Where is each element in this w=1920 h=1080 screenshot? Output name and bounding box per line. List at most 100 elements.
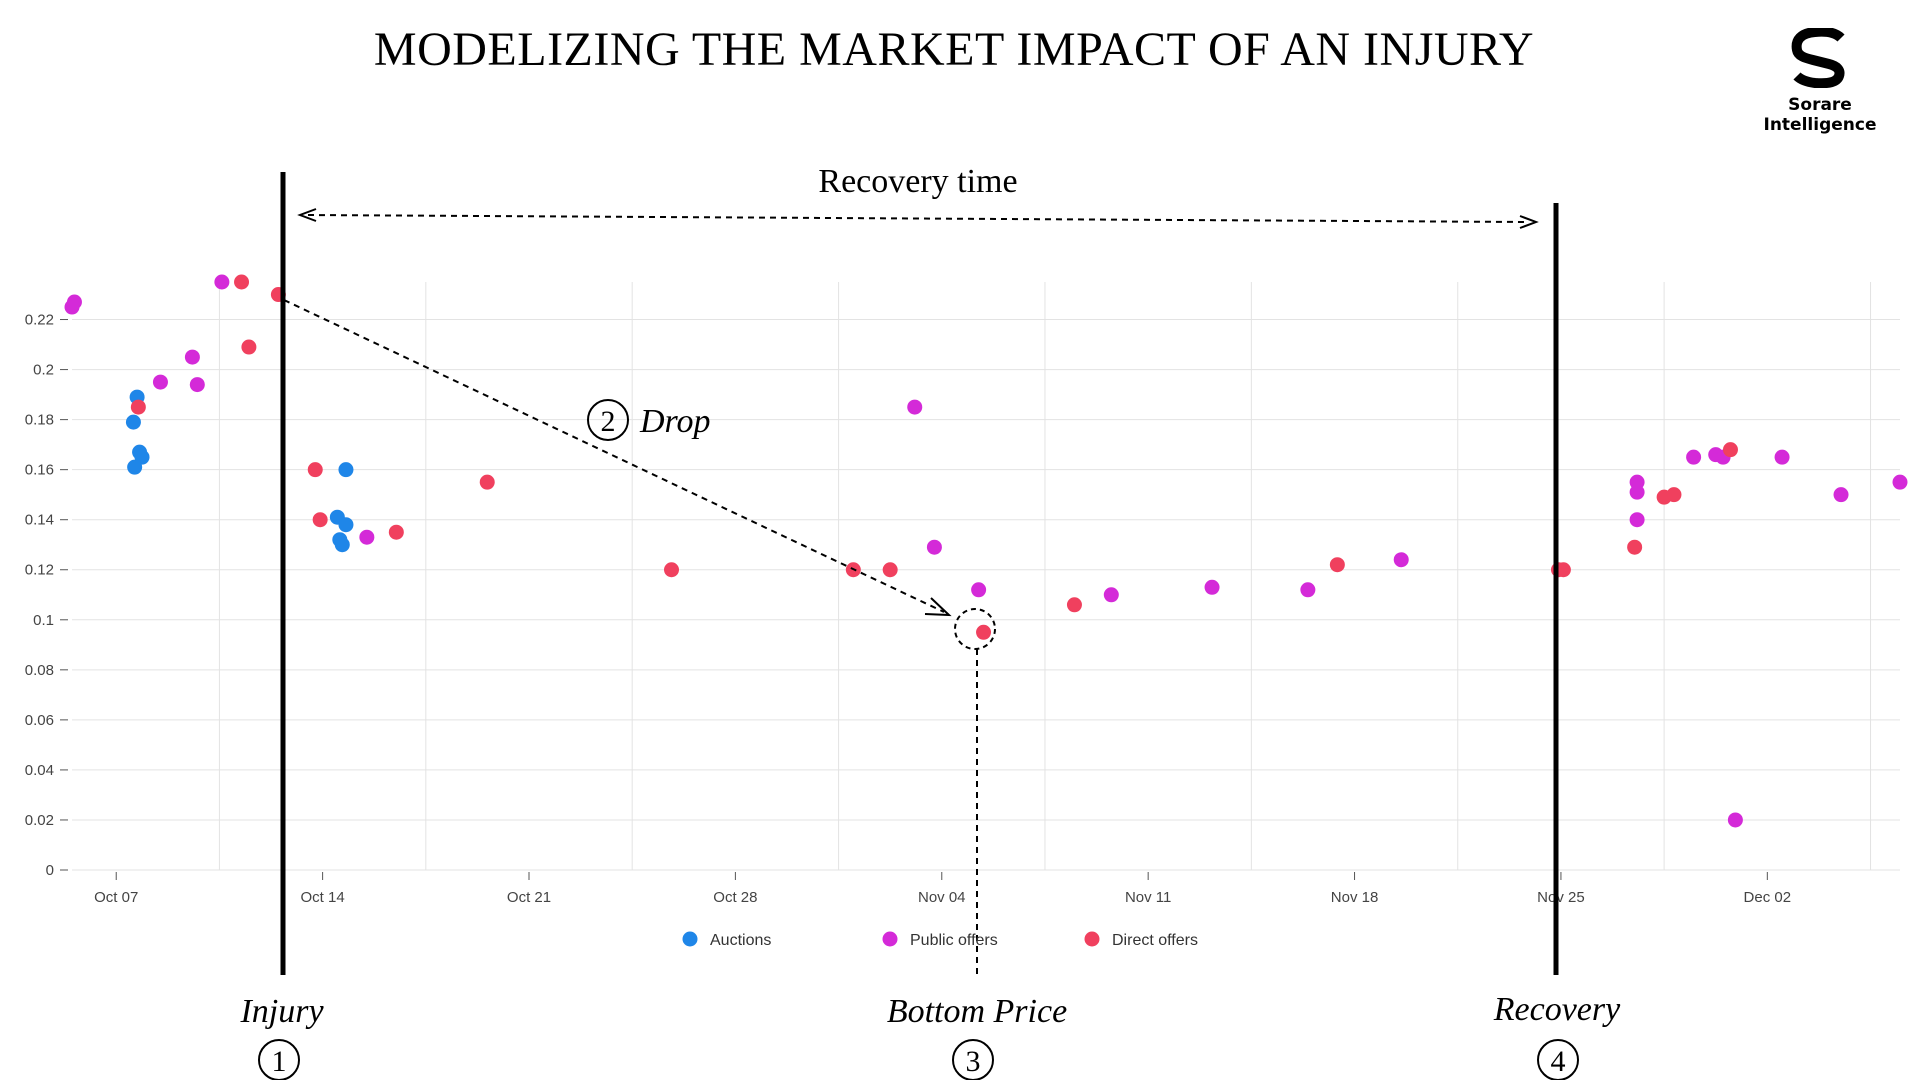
drop-arrow [283, 299, 945, 613]
data-point [359, 529, 375, 545]
y-tick-label: 0 [46, 862, 54, 879]
x-tick-label: Nov 18 [1331, 889, 1379, 906]
data-point [214, 274, 230, 290]
y-tick-label: 0.22 [25, 312, 54, 329]
data-point [907, 399, 923, 415]
legend-marker [1084, 931, 1100, 947]
drop-label: Drop [639, 403, 711, 440]
y-tick-label: 0.08 [25, 662, 54, 679]
y-tick-label: 0.04 [25, 762, 54, 779]
data-point [1329, 557, 1345, 573]
data-point [1722, 442, 1738, 458]
data-point [1066, 597, 1082, 613]
data-point [1627, 539, 1643, 555]
legend-label: Public offers [910, 932, 998, 949]
axes: 0 0.02 0.04 0.06 0.08 0.1 0.12 0.14 0.16 0.18 0.2 0… [25, 312, 1791, 906]
data-point [1629, 512, 1645, 528]
legend: Auctions Public offers Direct offers [682, 931, 1198, 949]
data-point [1204, 579, 1220, 595]
data-point [1727, 812, 1743, 828]
data-point [152, 374, 168, 390]
series-public-offers [64, 274, 1908, 828]
sorare-logo-icon [1791, 26, 1845, 89]
legend-marker [882, 931, 898, 947]
scatter-points [64, 274, 1908, 828]
data-point [189, 377, 205, 393]
data-point [234, 274, 250, 290]
x-tick-label: Oct 28 [713, 889, 757, 906]
x-tick-label: Oct 07 [94, 889, 138, 906]
data-point [130, 399, 146, 415]
annotations: Recovery time 2 Drop Injury 1 Bottom Pri… [239, 163, 1621, 1080]
x-tick-label: Dec 02 [1744, 889, 1792, 906]
recovery-number-circle [1537, 1039, 1579, 1080]
legend-label: Auctions [710, 932, 771, 949]
x-tick-label: Oct 21 [507, 889, 551, 906]
x-tick-label: Oct 14 [301, 889, 345, 906]
drop-number: 2 [601, 405, 616, 438]
y-tick-label: 0.06 [25, 712, 54, 729]
data-point [388, 524, 404, 540]
y-tick-label: 0.14 [25, 512, 54, 529]
injury-number-circle [258, 1039, 300, 1080]
data-point [184, 349, 200, 365]
x-tick-label: Nov 25 [1537, 889, 1585, 906]
data-point [1833, 487, 1849, 503]
data-point [1393, 552, 1409, 568]
y-tick-label: 0.12 [25, 562, 54, 579]
data-point [1629, 484, 1645, 500]
y-tick-label: 0.16 [25, 462, 54, 479]
y-tick-label: 0.18 [25, 412, 54, 429]
data-point [1103, 587, 1119, 603]
data-point [1300, 582, 1316, 598]
data-point [664, 562, 680, 578]
injury-number: 1 [272, 1045, 287, 1078]
recovery-time-label: Recovery time [818, 163, 1017, 200]
y-tick-label: 0.1 [33, 612, 54, 629]
data-point [334, 537, 350, 553]
recovery-label: Recovery [1493, 991, 1621, 1028]
recovery-number: 4 [1551, 1045, 1566, 1078]
x-tick-label: Nov 11 [1125, 889, 1171, 906]
data-point [241, 339, 257, 355]
injury-label: Injury [239, 993, 324, 1030]
x-tick-label: Nov 04 [918, 889, 966, 906]
data-point [1686, 449, 1702, 465]
data-point [926, 539, 942, 555]
data-point [307, 462, 323, 478]
series-auctions [125, 389, 354, 553]
drop-number-circle [587, 399, 629, 441]
data-point [312, 512, 328, 528]
data-point [882, 562, 898, 578]
data-point [971, 582, 987, 598]
data-point [976, 624, 992, 640]
bottom-price-label: Bottom Price [887, 993, 1067, 1030]
arrow-head-left [297, 208, 317, 222]
bottom-price-number-circle [952, 1039, 994, 1080]
recovery-time-arrow [307, 214, 1529, 223]
bottom-price-highlight [954, 608, 996, 650]
legend-label: Direct offers [1112, 932, 1198, 949]
data-point [479, 474, 495, 490]
data-point [1774, 449, 1790, 465]
series-direct-offers [130, 274, 1738, 640]
y-tick-label: 0.02 [25, 812, 54, 829]
arrow-head-right [1519, 215, 1539, 229]
logo-text: Sorare Intelligence [1763, 95, 1877, 135]
data-point [127, 459, 143, 475]
data-point [1666, 487, 1682, 503]
bottom-price-number: 3 [966, 1045, 981, 1078]
page-title: MODELIZING THE MARKET IMPACT OF AN INJUR… [373, 23, 1535, 76]
data-point [66, 294, 82, 310]
grid [72, 282, 1900, 871]
data-point [125, 414, 141, 430]
brand-logo: Sorare Intelligence [1730, 26, 1910, 135]
data-point [1555, 562, 1571, 578]
legend-marker [682, 931, 698, 947]
data-point [1892, 474, 1908, 490]
y-tick-label: 0.2 [33, 362, 54, 379]
drop-arrow-head [924, 597, 952, 617]
data-point [338, 517, 354, 533]
data-point [338, 462, 354, 478]
